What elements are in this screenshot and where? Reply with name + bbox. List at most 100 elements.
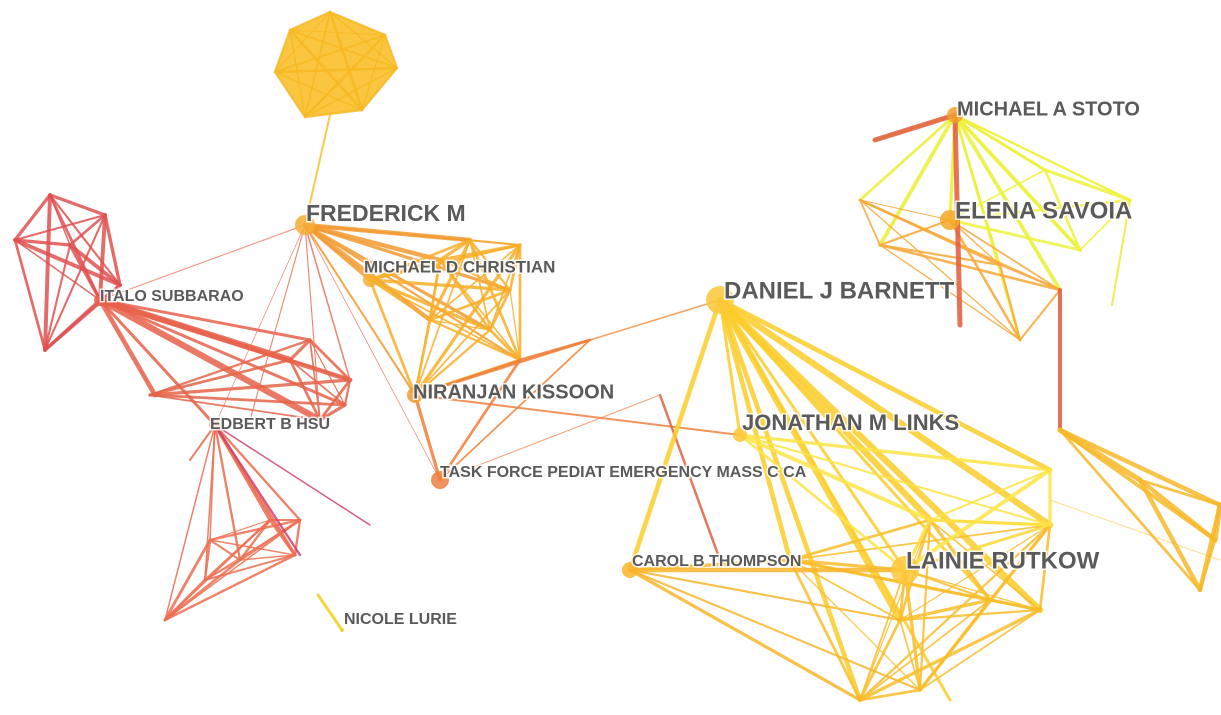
edge: [329, 11, 398, 69]
edge: [1018, 288, 1062, 342]
edge: [368, 278, 417, 397]
edge: [413, 393, 442, 482]
edge: [268, 518, 297, 557]
edge: [1079, 199, 1131, 251]
edge: [414, 394, 741, 436]
edge: [13, 238, 47, 352]
edge: [414, 289, 511, 396]
edge: [302, 222, 443, 263]
edge: [918, 518, 932, 692]
edge: [148, 338, 312, 397]
edge: [209, 519, 271, 541]
node: [94, 294, 106, 306]
edge: [164, 424, 216, 621]
edge: [788, 518, 932, 562]
edge: [658, 393, 722, 562]
edge: [304, 224, 321, 421]
edge: [919, 609, 1041, 691]
edge: [49, 194, 71, 246]
edge: [289, 29, 398, 69]
edge: [738, 433, 932, 522]
edge: [439, 339, 591, 481]
edge: [369, 279, 521, 361]
node-label: MICHAEL D CHRISTIAN: [364, 257, 555, 276]
edge: [903, 468, 1052, 572]
edge: [289, 29, 306, 118]
edge: [1198, 538, 1217, 592]
edge: [509, 289, 521, 361]
edge: [303, 108, 364, 119]
edge: [949, 169, 1046, 221]
edge: [43, 213, 107, 352]
edge: [213, 423, 302, 522]
edge: [369, 279, 431, 321]
edge: [303, 223, 492, 332]
edge: [738, 433, 907, 572]
edge: [304, 224, 441, 481]
edge: [518, 338, 592, 362]
node-label: MICHAEL A STOTO: [957, 98, 1140, 120]
edge: [508, 243, 522, 292]
edge: [859, 569, 906, 701]
edge: [148, 358, 292, 397]
edge: [203, 518, 272, 582]
edge: [468, 238, 512, 292]
edge: [858, 618, 902, 702]
edge: [438, 238, 472, 262]
edge: [716, 296, 1054, 529]
edge: [343, 378, 352, 407]
edge: [303, 223, 372, 282]
edge: [204, 559, 241, 581]
edge: [628, 568, 862, 702]
edge: [189, 424, 216, 461]
edge: [238, 518, 272, 562]
edge: [103, 213, 122, 287]
edge: [1043, 168, 1132, 202]
edge: [438, 258, 492, 332]
edge: [239, 554, 296, 561]
edge: [289, 359, 351, 381]
edge: [879, 244, 1021, 341]
edge: [1137, 477, 1203, 593]
edge: [273, 66, 399, 74]
node-label: LAINIE RUTKOW: [906, 547, 1100, 574]
edge: [98, 298, 217, 427]
edge: [328, 10, 364, 112]
edge: [717, 297, 793, 563]
edge: [788, 558, 862, 702]
edge: [413, 328, 492, 397]
edge: [859, 199, 1021, 341]
edge: [1057, 427, 1221, 508]
node: [940, 210, 960, 230]
node: [706, 286, 734, 314]
edge: [360, 66, 399, 112]
edge: [1038, 523, 1052, 612]
edge: [214, 424, 371, 526]
edge: [898, 598, 992, 622]
node: [622, 562, 638, 578]
edge: [1058, 428, 1202, 592]
edge: [718, 298, 742, 437]
edge: [628, 568, 922, 692]
edge: [288, 338, 312, 362]
edge: [97, 297, 158, 398]
edge: [163, 558, 242, 622]
edge: [303, 223, 417, 397]
edge: [213, 423, 242, 562]
edge: [43, 193, 52, 352]
edge: [953, 113, 1062, 292]
node-label: ITALO SUBBARAO: [100, 288, 244, 305]
edge: [361, 34, 386, 111]
edge: [274, 34, 386, 73]
edge: [209, 539, 241, 561]
edge: [43, 243, 72, 352]
edge: [204, 424, 216, 581]
edge: [368, 278, 492, 332]
edge: [953, 113, 1132, 202]
edge: [328, 10, 387, 37]
node: [407, 387, 423, 403]
edge: [1138, 478, 1221, 507]
edge: [438, 358, 522, 482]
edge: [96, 296, 324, 424]
